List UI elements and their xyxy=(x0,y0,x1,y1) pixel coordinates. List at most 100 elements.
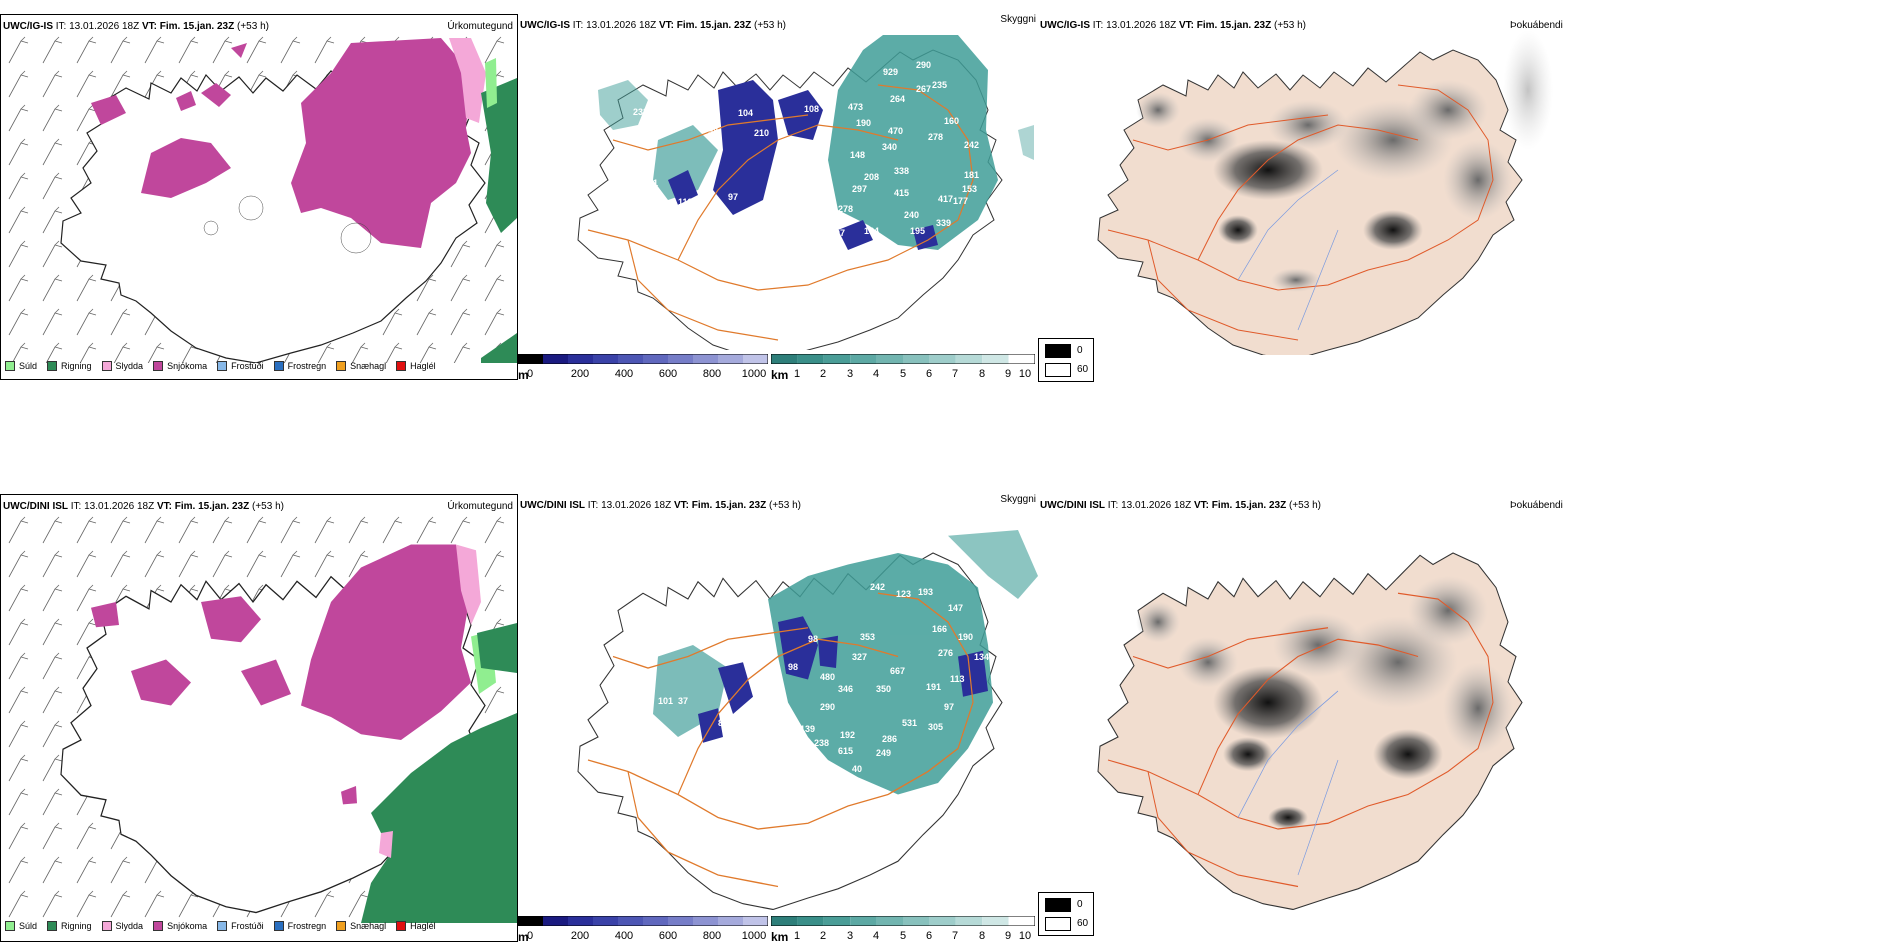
fog-legend-label: 60 xyxy=(1077,918,1089,929)
legend-label: Frostregn xyxy=(287,921,327,931)
lead-time: (+53 h) xyxy=(1274,20,1306,31)
svg-text:929: 929 xyxy=(883,67,898,77)
legend-swatch xyxy=(153,361,164,371)
legend-swatch xyxy=(5,921,15,931)
fog-legend: 0 60 xyxy=(1038,338,1094,382)
svg-text:190: 190 xyxy=(958,632,973,642)
legend-swatch xyxy=(5,361,15,371)
svg-text:278: 278 xyxy=(928,132,943,142)
legend-swatch xyxy=(396,361,407,371)
vt-value: Fim. 15.jan. 23Z xyxy=(159,21,235,32)
svg-text:98: 98 xyxy=(808,634,818,644)
tick-label: 6 xyxy=(925,930,933,942)
svg-text:415: 415 xyxy=(894,188,909,198)
precip-panel-top: UWC/IG-IS IT: 13.01.2026 18Z VT: Fim. 15… xyxy=(0,14,518,380)
height-colorbar: m 0 200 400 600 800 1000 xyxy=(518,916,768,944)
legend-item: Haglél xyxy=(396,361,436,371)
legend-label: Snjókoma xyxy=(167,361,208,371)
panel-title: Skyggni xyxy=(1000,494,1036,505)
legend-label: Rigning xyxy=(61,361,92,371)
legend-item: Frostregn xyxy=(273,361,327,371)
svg-text:153: 153 xyxy=(962,184,977,194)
cloudbase-panel-top: UWC/IG-IS IT: 13.01.2026 18Z VT: Fim. 15… xyxy=(518,14,1038,382)
vt-label: VT: xyxy=(658,20,674,31)
svg-text:615: 615 xyxy=(838,746,853,756)
svg-text:58: 58 xyxy=(848,792,858,802)
snow-area xyxy=(91,38,471,248)
legend-swatch xyxy=(101,361,112,371)
svg-text:139: 139 xyxy=(800,724,815,734)
legend-label: Slydda xyxy=(115,921,144,931)
svg-text:177: 177 xyxy=(953,196,968,206)
lead-time: (+53 h) xyxy=(1289,500,1321,511)
svg-text:191: 191 xyxy=(926,682,941,692)
svg-text:212: 212 xyxy=(814,220,829,230)
svg-text:123: 123 xyxy=(896,589,911,599)
cloudbase-labels: 242 123 193 147 166 353 327 667 276 190 … xyxy=(633,582,989,802)
svg-text:276: 276 xyxy=(938,648,953,658)
legend-label: Frostúði xyxy=(231,921,264,931)
svg-text:350: 350 xyxy=(876,684,891,694)
svg-text:346: 346 xyxy=(838,684,853,694)
panel-title: Þokuábendi xyxy=(1510,500,1563,511)
model-name: UWC/DINI ISL xyxy=(1040,500,1105,511)
tick-label: 600 xyxy=(658,368,678,380)
svg-text:240: 240 xyxy=(904,210,919,220)
tick-label: 0 xyxy=(526,930,534,942)
sleet-area xyxy=(456,544,481,625)
cloudbase-map: 242 123 193 147 166 353 327 667 276 190 … xyxy=(577,530,1038,910)
legend-item: Rigning xyxy=(47,921,92,931)
tick-label: 800 xyxy=(702,368,722,380)
tick-label: 9 xyxy=(1004,368,1012,380)
model-name: UWC/IG-IS xyxy=(520,20,570,31)
svg-text:249: 249 xyxy=(876,748,891,758)
rivers xyxy=(1237,169,1339,331)
legend-item: Frostregn xyxy=(273,921,327,931)
svg-text:208: 208 xyxy=(864,172,879,182)
legend-item: Slydda xyxy=(101,361,143,371)
tick-label: 6 xyxy=(925,368,933,380)
svg-text:290: 290 xyxy=(820,702,835,712)
vt-label: VT: xyxy=(1193,500,1209,511)
tick-label: 5 xyxy=(899,930,907,942)
legend-label: Frostúði xyxy=(231,361,264,371)
svg-text:193: 193 xyxy=(918,587,933,597)
tick-label: 3 xyxy=(846,368,854,380)
panel-header: UWC/DINI ISL IT: 13.01.2026 18Z VT: Fim.… xyxy=(1040,500,1321,511)
legend-swatch xyxy=(336,921,347,931)
it-value: 13.01.2026 18Z xyxy=(1121,500,1192,511)
svg-text:242: 242 xyxy=(870,582,885,592)
svg-text:267: 267 xyxy=(916,84,931,94)
tick-label: 10 xyxy=(1018,930,1032,942)
svg-text:470: 470 xyxy=(888,126,903,136)
svg-text:473: 473 xyxy=(848,102,863,112)
svg-text:238: 238 xyxy=(814,738,829,748)
lead-time: (+53 h) xyxy=(754,20,786,31)
it-label: IT: xyxy=(572,20,584,31)
model-name: UWC/DINI ISL xyxy=(520,500,585,511)
tick-label: 1000 xyxy=(741,930,767,942)
cloudbase-map: 929 290 267 235 264 473 190 160 470 278 … xyxy=(577,35,1034,350)
svg-text:102: 102 xyxy=(776,212,791,222)
vt-value: Fim. 15.jan. 23Z xyxy=(1211,500,1287,511)
it-value: 13.01.2026 18Z xyxy=(69,21,140,32)
legend-item: Snæhagl xyxy=(336,361,386,371)
svg-text:286: 286 xyxy=(882,734,897,744)
svg-text:134: 134 xyxy=(974,652,989,662)
svg-text:339: 339 xyxy=(936,218,951,228)
height-colorbar-ramp xyxy=(518,354,768,364)
svg-text:166: 166 xyxy=(932,624,947,634)
legend-label: Súld xyxy=(19,361,38,371)
svg-text:195: 195 xyxy=(910,226,925,236)
tick-label: 8 xyxy=(978,930,986,942)
fog-legend-swatch xyxy=(1045,344,1071,358)
legend-label: Frostregn xyxy=(287,361,327,371)
legend-swatch xyxy=(396,921,407,931)
legend-swatch xyxy=(273,921,284,931)
tick-label: 400 xyxy=(614,368,634,380)
legend-label: Snjókoma xyxy=(167,921,208,931)
precip-legend: Súld Rigning Slydda Snjókoma Frostúði Fr… xyxy=(5,361,436,371)
tick-label: 1 xyxy=(793,930,801,942)
panel-title: Skyggni xyxy=(1000,14,1036,25)
height-unit: m xyxy=(518,930,529,944)
